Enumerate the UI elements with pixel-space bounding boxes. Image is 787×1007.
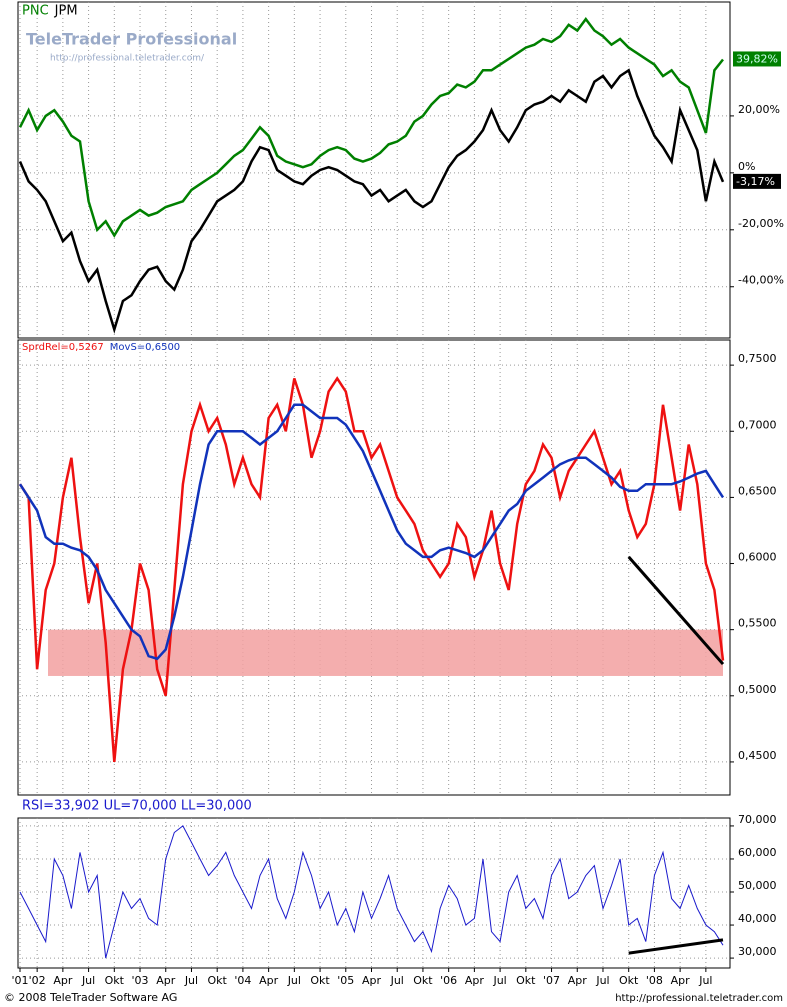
series-line <box>18 17 724 238</box>
x-tick-label: Apr <box>156 974 176 987</box>
series-line <box>18 376 725 763</box>
legend-entry: MovS=0,6500 <box>110 342 180 353</box>
x-tick-label: Jul <box>390 974 404 987</box>
legend-entry: JPM <box>54 4 78 19</box>
x-tick-label: Jul <box>492 974 506 987</box>
footer-copyright: © 2008 TeleTrader Software AG <box>4 991 177 1004</box>
y-tick-label: 0,6000 <box>738 551 777 564</box>
last-value-tag <box>733 173 781 189</box>
watermark-url: http://professional.teletrader.com/ <box>50 54 205 64</box>
y-tick-label: -20,00% <box>738 217 784 230</box>
series-line <box>19 825 724 959</box>
x-tick-label: Okt <box>310 974 330 987</box>
panel-frame <box>17 1 731 339</box>
x-tick-label: Apr <box>53 974 73 987</box>
x-tick-label: '01 <box>11 974 28 987</box>
y-tick-label: 0,5000 <box>738 683 777 696</box>
x-tick-label: '02 <box>29 974 46 987</box>
x-tick-label: Apr <box>362 974 382 987</box>
legend-entry: RSI=33,902 UL=70,000 LL=30,000 <box>22 799 252 814</box>
y-tick-label: 20,00% <box>738 103 780 116</box>
series-line <box>18 403 725 661</box>
y-tick-label: 70,000 <box>738 813 777 826</box>
watermark-title: TeleTrader Professional <box>26 30 237 49</box>
x-tick-label: Okt <box>208 974 228 987</box>
trendline <box>627 555 725 666</box>
x-tick-label: '08 <box>646 974 663 987</box>
trendline <box>628 938 724 955</box>
x-tick-label: Apr <box>259 974 279 987</box>
x-tick-label: '06 <box>440 974 457 987</box>
y-tick-label: 0,4500 <box>738 749 777 762</box>
x-tick-label: Apr <box>568 974 588 987</box>
y-tick-label: 0,7500 <box>738 352 777 365</box>
x-tick-label: Jul <box>595 974 609 987</box>
y-tick-label: 0% <box>738 160 755 173</box>
x-tick-label: Okt <box>619 974 639 987</box>
x-tick-label: '05 <box>337 974 354 987</box>
x-tick-label: '07 <box>543 974 560 987</box>
y-tick-label: 40,000 <box>738 912 777 925</box>
x-tick-label: Okt <box>413 974 433 987</box>
x-tick-label: Apr <box>671 974 691 987</box>
x-tick-label: Okt <box>516 974 536 987</box>
last-value-label: -3,17% <box>736 175 775 188</box>
x-tick-label: Jul <box>698 974 712 987</box>
y-tick-label: -40,00% <box>738 274 784 287</box>
legend-entry: PNC <box>22 4 49 19</box>
y-tick-label: 0,7000 <box>738 418 777 431</box>
x-tick-label: Apr <box>465 974 485 987</box>
legend-entry: SprdRel=0,5267 <box>22 342 104 353</box>
y-tick-label: 0,6500 <box>738 484 777 497</box>
series-line <box>18 68 725 334</box>
x-tick-label: Okt <box>105 974 125 987</box>
x-tick-label: '03 <box>132 974 149 987</box>
y-tick-label: 60,000 <box>738 846 777 859</box>
x-tick-label: Jul <box>184 974 198 987</box>
panel-frame <box>17 817 731 969</box>
x-tick-label: Jul <box>81 974 95 987</box>
last-value-tag <box>733 51 781 67</box>
y-tick-label: 50,000 <box>738 879 777 892</box>
last-value-label: 39,82% <box>736 52 778 65</box>
x-tick-label: Jul <box>287 974 301 987</box>
footer-url: http://professional.teletrader.com <box>615 993 783 1004</box>
y-tick-label: 0,5500 <box>738 617 777 630</box>
panel-frame <box>17 339 731 796</box>
x-tick-label: '04 <box>234 974 251 987</box>
shaded-range <box>48 629 723 676</box>
y-tick-label: 30,000 <box>738 945 777 958</box>
